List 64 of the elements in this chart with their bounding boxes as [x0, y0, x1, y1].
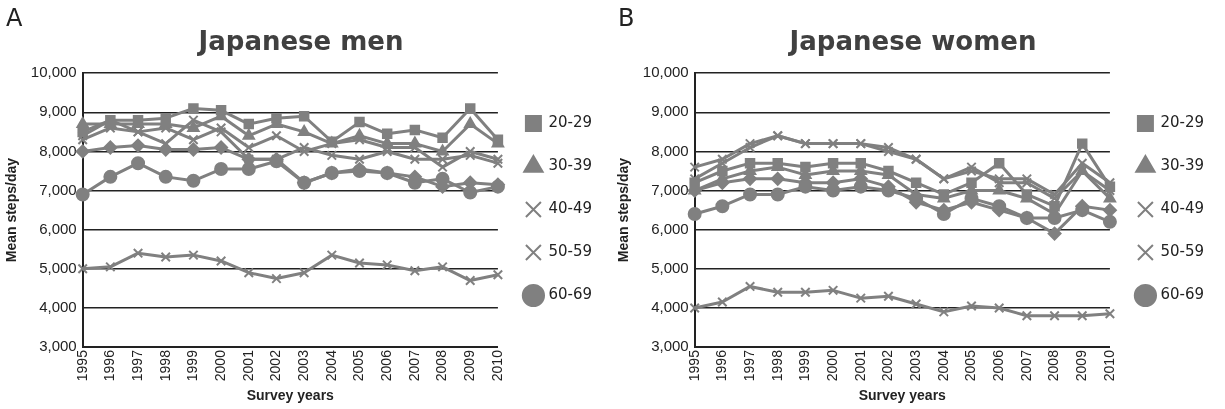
x-tick-label: 2010 — [488, 349, 505, 382]
x-tick-label: 2006 — [378, 349, 395, 382]
y-tick-label: 9,000 — [651, 102, 689, 120]
chart-title: Japanese men — [196, 26, 404, 57]
y-tick-label: 6,000 — [39, 219, 77, 237]
x-tick-label: 2003 — [295, 349, 311, 382]
y-tick-label: 9,000 — [39, 102, 77, 120]
legend-label: 20-29 — [1160, 113, 1205, 132]
y-tick-label: 7,000 — [39, 180, 77, 198]
x-tick-label: 2002 — [879, 349, 896, 382]
x-tick-label: 2000 — [823, 349, 840, 382]
legend-label: 50-59 — [1160, 242, 1205, 261]
x-tick-label: 1997 — [128, 349, 145, 382]
y-tick-label: 8,000 — [651, 141, 689, 159]
x-tick-label: 1996 — [713, 349, 730, 382]
legend-label: 40-49 — [548, 199, 593, 218]
x-tick-label: 2008 — [433, 349, 450, 382]
legend-label: 30-39 — [548, 156, 593, 175]
chart-title: Japanese women — [787, 26, 1037, 57]
legend-label: 30-39 — [1160, 156, 1205, 175]
y-axis-title: Mean steps/day — [3, 157, 20, 263]
x-tick-label: 1998 — [156, 349, 173, 382]
x-tick-label: 2005 — [962, 349, 979, 382]
y-tick-label: 4,000 — [651, 298, 689, 316]
x-tick-label: 2005 — [350, 349, 367, 382]
x-axis-title: Survey years — [246, 387, 335, 404]
x-tick-label: 2000 — [211, 349, 228, 382]
legend-label: 40-49 — [1160, 199, 1205, 218]
y-tick-label: 4,000 — [39, 298, 77, 316]
x-tick-label: 2006 — [990, 349, 1007, 382]
y-tick-label: 10,000 — [642, 63, 689, 81]
x-tick-label: 2002 — [267, 349, 284, 382]
y-tick-label: 10,000 — [30, 63, 77, 81]
x-tick-label: 1999 — [796, 349, 813, 382]
legend-label: 60-69 — [1160, 285, 1205, 304]
x-tick-label: 2007 — [1017, 349, 1034, 382]
x-tick-label: 2003 — [907, 349, 923, 382]
x-axis-title: Survey years — [858, 387, 947, 404]
x-tick-label: 2010 — [1100, 349, 1117, 382]
x-tick-label: 2009 — [1073, 349, 1090, 382]
legend-label: 20-29 — [548, 113, 593, 132]
y-tick-label: 3,000 — [651, 337, 689, 355]
y-tick-label: 8,000 — [39, 141, 77, 159]
x-tick-label: 1999 — [184, 349, 201, 382]
x-tick-label: 2004 — [934, 349, 951, 382]
y-tick-label: 5,000 — [651, 258, 689, 276]
y-axis-title: Mean steps/day — [615, 157, 632, 263]
x-tick-label: 2008 — [1045, 349, 1062, 382]
x-tick-label: 2001 — [851, 349, 868, 382]
x-tick-label: 2001 — [239, 349, 256, 382]
y-tick-label: 3,000 — [39, 337, 77, 355]
y-tick-label: 6,000 — [651, 219, 689, 237]
y-tick-label: 5,000 — [39, 258, 77, 276]
x-tick-label: 1996 — [101, 349, 118, 382]
x-tick-label: 1997 — [740, 349, 757, 382]
x-tick-label: 1998 — [768, 349, 785, 382]
legend-label: 60-69 — [548, 285, 593, 304]
x-tick-label: 2007 — [405, 349, 422, 382]
text: A — [6, 4, 23, 32]
y-tick-label: 7,000 — [651, 180, 689, 198]
x-tick-label: 2009 — [461, 349, 478, 382]
text: B — [618, 4, 635, 32]
legend-label: 50-59 — [548, 242, 593, 261]
x-tick-label: 2004 — [322, 349, 339, 382]
